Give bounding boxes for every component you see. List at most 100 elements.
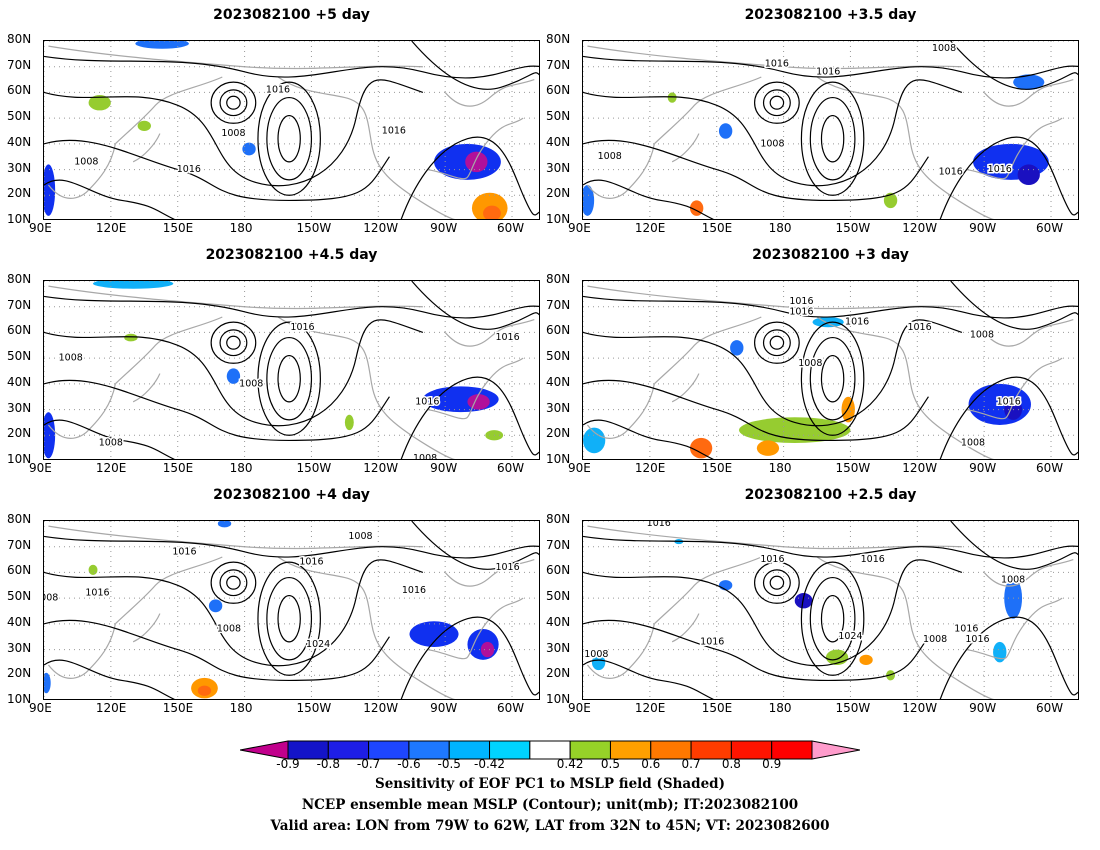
isobar [762,569,791,597]
coastline [427,597,524,660]
isobar [44,139,390,202]
contour-label: 1016 [997,396,1021,407]
contour-label: 1016 [177,164,201,175]
lat-tick-label: 60N [546,563,571,578]
isobar [754,81,800,124]
panel-title: 2023082100 +3 day [752,247,909,263]
isobar [583,319,963,427]
lat-tick-label: 50N [7,349,32,364]
lat-tick-label: 30N [546,160,571,175]
coastline [48,285,423,310]
sensitivity-shade [483,205,501,219]
sensitivity-shade [591,654,606,671]
isobar [411,41,539,90]
isobar [583,55,1078,79]
isobar [219,329,248,357]
lon-tick-label: 180 [229,461,253,475]
isobar [210,561,257,604]
sensitivity-shade [1013,74,1045,90]
lon-tick-label: 90E [568,461,591,475]
lon-tick-label: 60W [497,221,525,235]
lon-tick-label: 90W [969,221,997,235]
isobar [44,295,539,319]
lon-tick-label: 90W [969,461,997,475]
colorbar-label: 0.6 [641,757,661,771]
colorbar-label: 0.42 [556,757,584,771]
coastline [277,556,456,699]
isobar [754,561,800,604]
isobar [44,319,424,427]
isobar [762,89,791,117]
map-area: 1008 1016 1016 1008 1008 1016 1016 [582,40,1079,220]
lat-tick-label: 10N [546,212,571,226]
contour-label: 1024 [838,631,862,642]
sensitivity-shade [242,142,256,156]
lon-tick-label: 90W [430,461,458,475]
lat-tick-label: 80N [546,272,571,286]
lat-tick-label: 70N [546,537,571,552]
isobar [950,521,1078,570]
isobar [583,659,714,699]
isobar [44,559,424,667]
coastline [47,383,116,439]
lon-tick-label: 90W [430,221,458,235]
lon-tick-label: 120E [95,701,127,715]
isobar [583,295,1078,319]
contour-label: 1008 [798,358,822,369]
contour-label: 1008 [99,438,123,449]
sensitivity-shade [208,599,223,613]
lat-tick-label: 20N [546,666,571,681]
isobar [769,95,785,110]
isobar [210,321,257,364]
sensitivity-shade [825,649,849,665]
isobar [257,561,321,676]
contour-label: 1016 [861,554,885,565]
lat-tick-label: 20N [7,186,32,201]
lon-tick-label: 120W [902,461,938,475]
coastline [653,316,762,385]
coastline [966,117,1063,180]
lon-tick-label: 120W [363,701,399,715]
lon-tick-label: 150W [296,461,332,475]
lon-tick-label: 90E [568,701,591,715]
coastline [277,76,456,219]
colorbar-label: -0.42 [474,757,506,771]
lon-tick-label: 120E [95,461,127,475]
lon-tick-label: 120W [902,701,938,715]
lat-tick-label: 10N [546,692,571,706]
coastline [587,525,962,550]
isobar [583,379,929,442]
contour-label: 1016 [760,554,784,565]
coastline [47,623,116,679]
lon-tick-label: 150E [162,221,194,235]
lon-tick-label: 180 [768,461,792,475]
isobar [754,321,800,364]
lat-tick-label: 50N [546,109,571,124]
contour-label: 1008 [584,649,608,660]
coastline [47,143,116,199]
contour-label: 1008 [74,156,98,167]
map-area: 1016 1016 1016 1016 1008 1008 1016 1008 [582,280,1079,460]
isobar [277,114,301,163]
sensitivity-shade [756,440,780,456]
isobar [769,575,785,590]
sensitivity-shade [217,521,232,528]
lat-tick-label: 60N [546,83,571,98]
isobar [400,376,539,459]
lon-tick-label: 150E [701,221,733,235]
sensitivity-shade [44,672,51,694]
lon-tick-label: 90E [568,221,591,235]
isobar [950,281,1078,330]
colorbar-label: -0.5 [437,757,461,771]
lat-tick-label: 30N [7,400,32,415]
lat-tick-label: 40N [7,134,32,149]
panel-title: 2023082100 +5 day [213,7,370,23]
map-area: 1016 1008 1016 1016 1016 1016 1008 1008 1024 [43,520,540,700]
colorbar-label: -0.9 [276,757,300,771]
coastline [816,76,995,219]
lat-tick-label: 60N [546,323,571,338]
contour-label: 1016 [845,317,869,328]
lat-tick-label: 60N [7,563,32,578]
coastline [671,613,700,643]
isobar [583,139,929,202]
